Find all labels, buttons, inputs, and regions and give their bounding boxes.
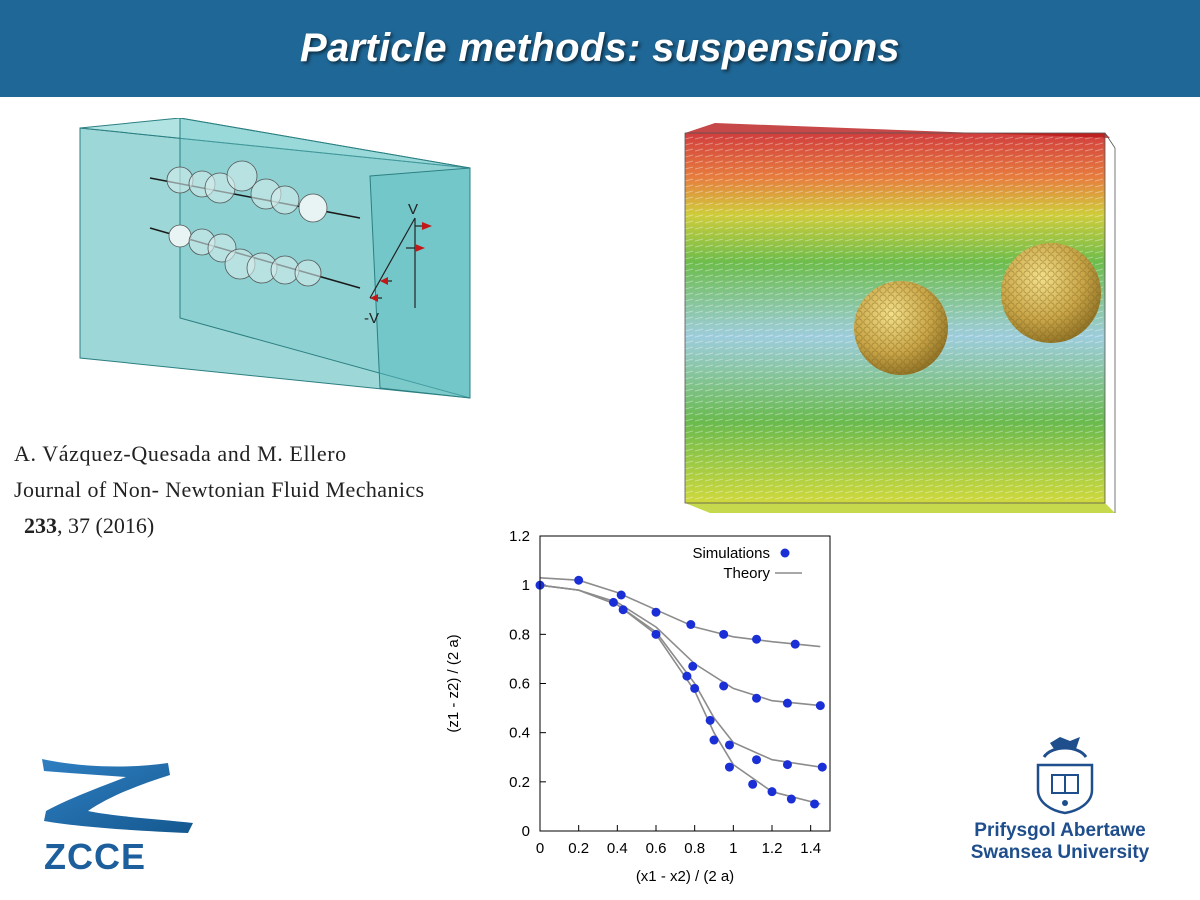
simulation-point	[810, 799, 820, 809]
y-tick-label: 1.2	[509, 528, 530, 545]
theory-curve	[539, 584, 821, 768]
x-tick-label: 0.4	[607, 840, 628, 857]
scatter-chart: 0 0.2 0.4 0.6 0.8 1 1.2 1.4 0 0.2 0.4 0.6 0.8 1 1.2 (…	[445, 528, 831, 885]
legend-simulations-marker	[780, 548, 790, 558]
simulation-point	[709, 735, 719, 745]
plot-frame	[539, 535, 831, 832]
simulation-point	[817, 762, 827, 772]
y-tick-labels: 0 0.2 0.4 0.6 0.8 1 1.2	[509, 528, 530, 840]
x-tick-label: 1.4	[800, 840, 821, 857]
simulation-point	[688, 661, 698, 671]
simulation-point	[690, 683, 700, 693]
upper-tracer-sphere	[298, 193, 328, 223]
y-tick-label: 1	[522, 577, 530, 594]
simulation-point	[724, 740, 734, 750]
citation: A. Vázquez-Quesada and M. Ellero Journal…	[14, 436, 425, 544]
simulation-point	[651, 629, 661, 639]
simulation-point	[719, 629, 729, 639]
y-tick-label: 0.4	[509, 725, 530, 742]
simulation-point	[815, 701, 825, 711]
x-tick-label: 0.6	[646, 840, 667, 857]
citation-pages-year: , 37 (2016)	[57, 513, 155, 538]
title-bar: Particle methods: suspensions	[0, 0, 1200, 97]
simulation-points	[535, 575, 827, 809]
citation-volume-line: 233, 37 (2016)	[14, 508, 425, 544]
x-tick-label: 1.2	[762, 840, 783, 857]
university-name-english: Swansea University	[970, 842, 1150, 863]
simulation-point	[782, 698, 792, 708]
upper-particle-chain	[166, 160, 300, 215]
lower-tracer-sphere	[168, 224, 192, 248]
theory-curve	[539, 584, 821, 805]
y-axis-label: (z1 - z2) / (2 a)	[445, 634, 462, 732]
simulation-point	[767, 787, 777, 797]
simulation-point	[786, 794, 796, 804]
zcce-logo-mark	[42, 759, 193, 833]
university-crest-icon	[1036, 737, 1094, 815]
simulation-point	[574, 575, 584, 585]
simulation-point	[782, 760, 792, 770]
x-axis-label: (x1 - x2) / (2 a)	[636, 868, 734, 885]
lower-particle-chain	[188, 228, 322, 287]
simulation-point	[724, 762, 734, 772]
slide-title: Particle methods: suspensions	[300, 26, 900, 70]
simulation-point	[608, 597, 618, 607]
legend-simulations-label: Simulations	[692, 545, 770, 562]
simulation-point	[682, 671, 692, 681]
citation-volume: 233	[24, 513, 57, 538]
simulation-point	[752, 693, 762, 703]
simulation-point	[752, 755, 762, 765]
x-tick-label: 0.2	[568, 840, 589, 857]
y-tick-label: 0	[522, 823, 530, 840]
x-tick-label: 0.8	[684, 840, 705, 857]
simulation-point	[705, 715, 715, 725]
particle-sphere-left	[854, 281, 948, 375]
simulation-point	[752, 634, 762, 644]
y-tick-label: 0.2	[509, 774, 530, 791]
theory-curve	[539, 577, 821, 648]
citation-journal: Journal of Non- Newtonian Fluid Mechanic…	[14, 477, 425, 502]
simulation-point	[616, 590, 626, 600]
shear-box-schematic: V -V	[79, 118, 471, 399]
v-top-label: V	[408, 201, 418, 218]
x-tick-label: 0	[536, 840, 544, 857]
flow-field-visualization	[684, 123, 1116, 513]
x-tick-label: 1	[729, 840, 737, 857]
legend-theory-label: Theory	[723, 565, 770, 582]
y-tick-label: 0.6	[509, 676, 530, 693]
simulation-point	[748, 779, 758, 789]
simulation-point	[686, 620, 696, 629]
chart-legend: Simulations Theory	[692, 545, 802, 582]
theory-curve	[539, 584, 821, 707]
box-side-face	[369, 167, 471, 399]
simulation-point	[618, 605, 628, 615]
simulation-point	[790, 639, 800, 649]
v-bottom-label: -V	[364, 310, 379, 327]
university-name: Prifysgol Abertawe Swansea University	[930, 820, 1190, 864]
x-tick-labels: 0 0.2 0.4 0.6 0.8 1 1.2 1.4	[536, 840, 821, 857]
theory-curves	[539, 577, 821, 805]
y-tick-label: 0.8	[509, 626, 530, 643]
university-name-welsh: Prifysgol Abertawe	[974, 820, 1146, 841]
particle-sphere-right	[1001, 243, 1101, 343]
velocity-arrows	[370, 222, 432, 302]
zcce-logo-text: ZCCE	[44, 836, 146, 877]
simulation-point	[719, 681, 729, 691]
citation-authors: A. Vázquez-Quesada and M. Ellero	[14, 441, 347, 466]
simulation-point	[651, 607, 661, 617]
